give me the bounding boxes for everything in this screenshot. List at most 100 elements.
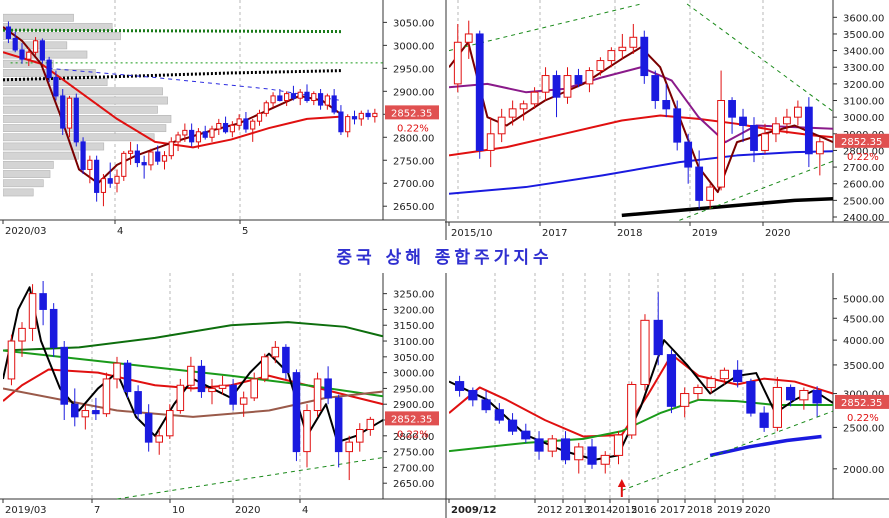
volume-profile-bar <box>3 23 113 31</box>
y-tick-label: 2900.00 <box>393 400 434 411</box>
y-tick-label: 4000.00 <box>843 336 884 347</box>
candle-body <box>519 103 528 110</box>
candle-body <box>175 134 181 143</box>
y-tick-label: 2650.00 <box>393 479 434 490</box>
candle-body <box>303 410 311 453</box>
chart-daily-svg: 3050.003000.002950.002900.002850.002800.… <box>0 0 445 237</box>
moving-average-line <box>3 28 342 34</box>
candle-body <box>331 95 337 113</box>
candle-body <box>114 175 120 184</box>
arrow-head <box>617 479 626 487</box>
candle-body <box>256 112 263 122</box>
candle-body <box>653 319 663 356</box>
candle-body <box>113 362 121 380</box>
candle-body <box>53 77 59 97</box>
x-tick-label: 2017 <box>542 228 567 239</box>
candle-body <box>719 369 730 380</box>
volume-profile-bar <box>3 188 34 197</box>
candle-body <box>239 397 248 405</box>
y-tick-label: 3050.00 <box>393 18 434 29</box>
candle-body <box>155 435 163 443</box>
candle-body <box>627 383 637 436</box>
candle-body <box>250 120 256 130</box>
moving-average-line <box>3 349 383 398</box>
x-tick-label: 2019/03 <box>5 505 47 516</box>
moving-average-line <box>3 321 383 352</box>
candle-body <box>468 389 478 401</box>
y-tick-label: 3600.00 <box>843 13 884 24</box>
candle-body <box>71 403 79 418</box>
candle-body <box>552 75 561 98</box>
x-tick-label: 2019 <box>692 228 717 239</box>
candle-body <box>673 108 682 143</box>
volume-profile-bar <box>3 32 121 41</box>
candle-body <box>351 116 358 120</box>
candle-body <box>530 91 539 105</box>
y-tick-label: 2700.00 <box>393 463 434 474</box>
candle-body <box>12 37 18 51</box>
candle-body <box>521 430 531 440</box>
candle-body <box>208 387 216 393</box>
x-tick-label: 2018 <box>617 228 642 239</box>
moving-average-line <box>679 160 833 221</box>
moving-average-line <box>3 26 342 185</box>
candle-body <box>284 93 290 102</box>
candle-body <box>313 378 322 412</box>
candle-body <box>60 346 68 405</box>
candle-body <box>250 378 258 399</box>
candle-body <box>662 100 671 110</box>
candle-body <box>49 308 58 348</box>
y-tick-label: 2500.00 <box>843 196 884 207</box>
x-tick-label: 2012 <box>537 505 562 516</box>
candle-body <box>222 122 229 133</box>
moving-average-line <box>621 196 833 218</box>
plot-area <box>449 3 833 221</box>
y-tick-label: 3200.00 <box>393 305 434 316</box>
volume-profile-bar <box>3 170 51 178</box>
candle-body <box>508 108 517 118</box>
candle-body <box>629 36 638 48</box>
candle-body <box>358 112 364 120</box>
y-tick-label: 2700.00 <box>843 163 884 174</box>
x-tick-label: 2020/03 <box>5 226 47 237</box>
y-tick-label: 5000.00 <box>843 295 884 306</box>
candle-body <box>5 26 12 39</box>
volume-profile-bar <box>3 96 168 105</box>
candle-body <box>486 133 495 151</box>
candle-body <box>121 152 127 177</box>
moving-average-line <box>449 150 833 195</box>
moving-average-line <box>449 398 833 453</box>
candle-body <box>728 100 736 118</box>
moving-average-line <box>449 353 833 438</box>
candle-body <box>187 365 195 386</box>
plot-area <box>449 292 833 491</box>
plot-area <box>3 13 383 207</box>
candle-body <box>270 95 276 104</box>
y-tick-label: 2750.00 <box>393 156 434 167</box>
candle-body <box>263 102 269 114</box>
candle-body <box>80 141 86 170</box>
volume-profile-bar <box>3 50 88 59</box>
candle-body <box>148 151 154 166</box>
y-tick-label: 3100.00 <box>393 337 434 348</box>
candle-body <box>271 346 280 358</box>
candle-body <box>161 155 168 162</box>
candle-body <box>195 131 202 143</box>
last-price-label: 2852.35 <box>841 137 882 148</box>
candle-body <box>613 434 624 456</box>
candle-body <box>804 106 813 155</box>
x-tick-label: 2018 <box>687 505 712 516</box>
candle-body <box>155 151 161 162</box>
candle-body <box>28 293 37 329</box>
candle-body <box>365 112 371 118</box>
volume-profile-bar <box>3 105 158 114</box>
change-label: 0.22% <box>847 413 879 424</box>
chart-panel-monthly-2009: 5000.004500.004000.003500.003000.002500.… <box>445 273 889 518</box>
candle-body <box>100 178 107 193</box>
candle-body <box>243 118 249 130</box>
page-title: 중국 상해 종합주가지수 <box>336 248 553 268</box>
candle-body <box>534 438 544 452</box>
y-tick-label: 2400.00 <box>843 213 884 224</box>
candle-body <box>746 381 756 414</box>
candle-body <box>218 384 227 389</box>
